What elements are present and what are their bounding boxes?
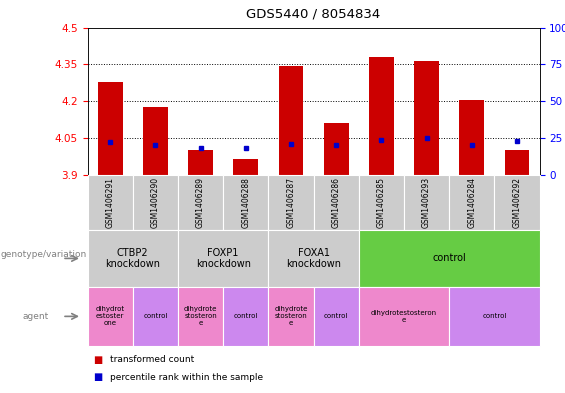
Bar	[459, 100, 484, 175]
Text: GSM1406293: GSM1406293	[422, 177, 431, 228]
Text: genotype/variation: genotype/variation	[1, 250, 87, 259]
Bar	[414, 61, 439, 175]
Text: GSM1406287: GSM1406287	[286, 177, 295, 228]
Text: dihydrotestosteron
e: dihydrotestosteron e	[371, 310, 437, 323]
Text: GSM1406291: GSM1406291	[106, 177, 115, 228]
Text: CTBP2
knockdown: CTBP2 knockdown	[105, 248, 160, 269]
Text: control: control	[233, 313, 258, 320]
Text: control: control	[324, 313, 349, 320]
Text: control: control	[482, 313, 507, 320]
Text: FOXP1
knockdown: FOXP1 knockdown	[195, 248, 251, 269]
Text: GSM1406289: GSM1406289	[196, 177, 205, 228]
Bar	[233, 159, 258, 175]
Text: GSM1406290: GSM1406290	[151, 177, 160, 228]
Text: GSM1406284: GSM1406284	[467, 177, 476, 228]
Text: ■: ■	[93, 372, 102, 382]
Text: dihydrot
estoster
one: dihydrot estoster one	[95, 307, 125, 326]
Text: GDS5440 / 8054834: GDS5440 / 8054834	[246, 7, 381, 20]
Bar	[369, 57, 394, 175]
Bar	[98, 81, 123, 175]
Text: agent: agent	[23, 312, 49, 321]
Text: percentile rank within the sample: percentile rank within the sample	[110, 373, 263, 382]
Text: FOXA1
knockdown: FOXA1 knockdown	[286, 248, 341, 269]
Text: control: control	[143, 313, 168, 320]
Text: dihydrote
stosteron
e: dihydrote stosteron e	[274, 307, 308, 326]
Bar	[143, 107, 168, 175]
Text: dihydrote
stosteron
e: dihydrote stosteron e	[184, 307, 218, 326]
Text: GSM1406292: GSM1406292	[512, 177, 521, 228]
Text: GSM1406288: GSM1406288	[241, 177, 250, 228]
Text: GSM1406286: GSM1406286	[332, 177, 341, 228]
Bar	[324, 123, 349, 175]
Bar	[505, 150, 529, 175]
Bar	[279, 66, 303, 175]
Text: transformed count: transformed count	[110, 355, 194, 364]
Bar	[188, 150, 213, 175]
Text: ■: ■	[93, 354, 102, 365]
Text: GSM1406285: GSM1406285	[377, 177, 386, 228]
Text: control: control	[432, 253, 466, 263]
